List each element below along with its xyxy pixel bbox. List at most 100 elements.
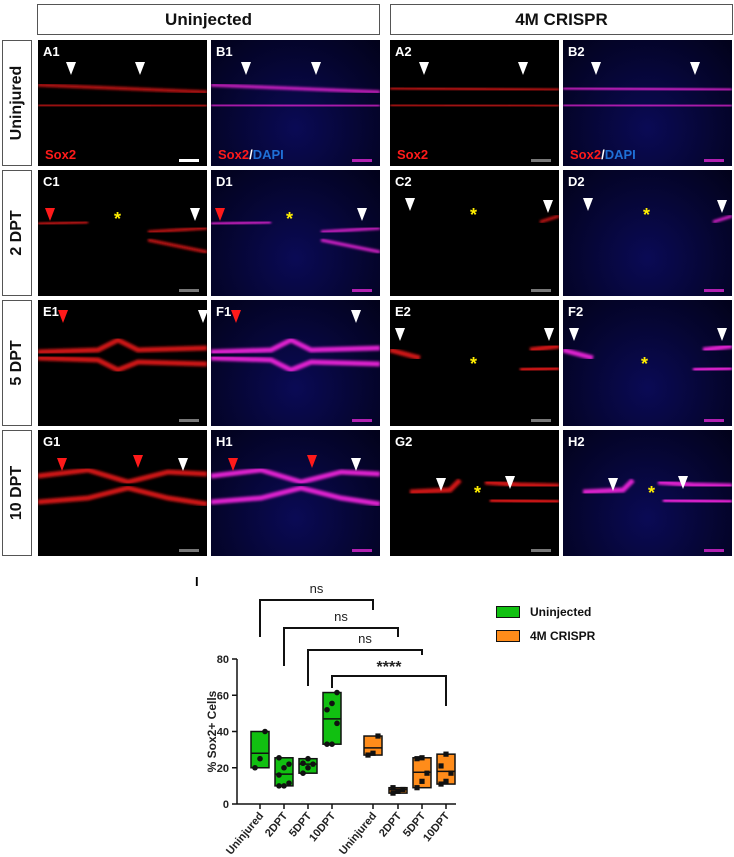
scale-bar <box>531 549 551 552</box>
sox2-signal-band <box>38 83 207 94</box>
y-tick-label: 0 <box>223 799 229 811</box>
data-point <box>252 764 258 771</box>
x-tick-label: Uninjured <box>337 810 379 857</box>
white-arrowhead-icon <box>569 328 579 341</box>
significance-bracket <box>283 627 399 666</box>
white-arrowhead-icon <box>717 200 727 213</box>
white-arrowhead-icon <box>591 62 601 75</box>
panel-label: A2 <box>395 44 412 59</box>
data-point <box>390 790 396 796</box>
significance-label: **** <box>377 659 403 676</box>
red-arrowhead-icon <box>133 455 143 468</box>
data-point <box>365 752 371 758</box>
micrograph-e2: E2 * <box>390 300 559 426</box>
x-tick-label: 2DPT <box>263 810 290 839</box>
scale-bar <box>179 289 199 292</box>
sox2-signal-band <box>38 467 207 485</box>
data-point <box>329 741 335 747</box>
data-point <box>324 741 330 747</box>
scale-bar <box>352 549 372 552</box>
sox2-signal-band <box>211 337 380 355</box>
data-point <box>281 783 287 789</box>
sox2-signal-band <box>409 478 462 495</box>
white-arrowhead-icon <box>690 62 700 75</box>
scale-bar <box>704 419 724 422</box>
micrograph-h2: H2 * <box>563 430 732 556</box>
panel-label: F1 <box>216 304 232 319</box>
row-label-uninjured: Uninjured <box>2 40 32 166</box>
panel-label: B1 <box>216 44 233 59</box>
significance-label: ns <box>334 609 348 624</box>
data-point <box>305 764 311 771</box>
white-arrowhead-icon <box>518 62 528 75</box>
legend-swatch <box>496 630 520 642</box>
sox2-signal-band <box>38 103 207 108</box>
scale-bar <box>179 549 199 552</box>
row-label-text: 2 DPT <box>8 210 25 256</box>
sox2-signal-band <box>211 355 380 373</box>
y-tick-label: 60 <box>217 690 229 702</box>
sox2-signal-band <box>563 103 732 108</box>
white-arrowhead-icon <box>241 62 251 75</box>
data-point <box>438 763 444 769</box>
data-point <box>438 781 444 787</box>
panel-label: B2 <box>568 44 585 59</box>
scale-bar <box>352 419 372 422</box>
injury-site-asterisk-icon: * <box>286 209 294 229</box>
micrograph-g1: G1 <box>38 430 207 556</box>
sox2-signal-band <box>320 238 380 254</box>
scale-bar <box>704 289 724 292</box>
row-label-5dpt: 5 DPT <box>2 300 32 426</box>
data-point <box>310 761 316 767</box>
stain-label: Sox2/DAPI <box>218 147 284 162</box>
panel-label: G2 <box>395 434 413 449</box>
sox2-signal-band <box>390 103 559 108</box>
micrograph-b2: B2 Sox2/DAPI <box>563 40 732 166</box>
box <box>250 730 270 769</box>
y-axis-label: % Sox2+ Cells <box>205 690 219 772</box>
panel-label: D2 <box>568 174 585 189</box>
data-point <box>443 778 449 784</box>
red-arrowhead-icon <box>228 458 238 471</box>
y-tick-label: 80 <box>217 654 229 666</box>
micrograph-a1: A1 Sox2 <box>38 40 207 166</box>
micrograph-e1: E1 <box>38 300 207 426</box>
red-arrowhead-icon <box>231 310 241 323</box>
scale-bar <box>531 419 551 422</box>
sox2-signal-band <box>657 479 732 489</box>
significance-bracket <box>307 649 423 686</box>
injury-site-asterisk-icon: * <box>643 205 651 225</box>
sox2-signal-band <box>38 485 207 507</box>
data-point <box>300 770 306 776</box>
sox2-signal-band <box>390 86 559 92</box>
micrograph-b1: B1 Sox2/DAPI <box>211 40 380 166</box>
x-tick-label: Uninjured <box>224 810 266 857</box>
injury-site-asterisk-icon: * <box>114 209 122 229</box>
scale-bar <box>352 159 372 162</box>
white-arrowhead-icon <box>717 328 727 341</box>
white-arrowhead-icon <box>544 328 554 341</box>
x-tick-label: 10DPT <box>307 810 338 844</box>
stain-label: Sox2 <box>397 147 429 162</box>
panel-label: F2 <box>568 304 584 319</box>
sox2-signal-band <box>147 226 207 234</box>
injury-site-asterisk-icon: * <box>648 483 656 503</box>
panel-label: C1 <box>43 174 60 189</box>
significance-bracket <box>259 599 374 637</box>
legend-swatch <box>496 606 520 618</box>
row-label-2dpt: 2 DPT <box>2 170 32 296</box>
panel-label: A1 <box>43 44 60 59</box>
data-point <box>414 785 420 791</box>
sox2-signal-band <box>563 347 594 361</box>
data-point <box>395 788 401 794</box>
stain-label: Sox2/DAPI <box>570 147 636 162</box>
red-arrowhead-icon <box>57 458 67 471</box>
panel-label: C2 <box>395 174 412 189</box>
micrograph-a2: A2 Sox2 <box>390 40 559 166</box>
white-arrowhead-icon <box>351 458 361 471</box>
data-point <box>424 770 430 776</box>
micrograph-d2: D2 * <box>563 170 732 296</box>
red-arrowhead-icon <box>45 208 55 221</box>
